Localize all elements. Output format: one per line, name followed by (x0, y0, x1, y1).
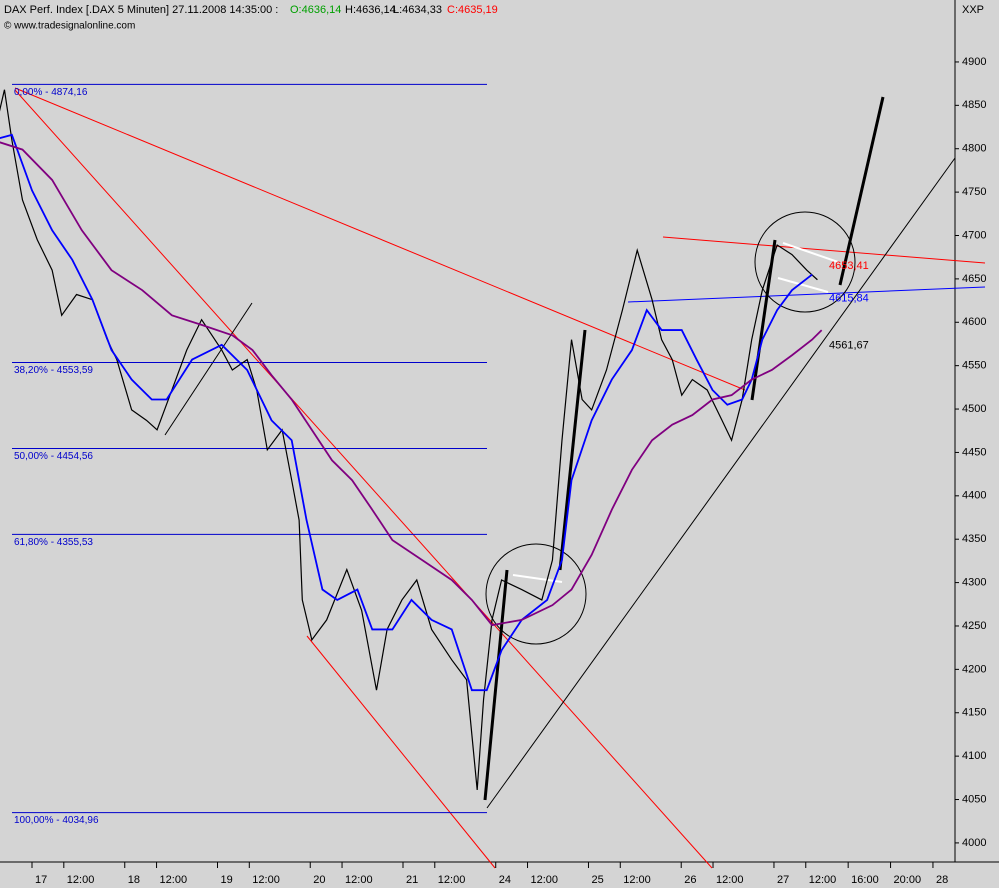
y-tick-label: 4600 (962, 316, 986, 328)
y-tick-label: 4700 (962, 229, 986, 241)
y-tick-label: 4300 (962, 576, 986, 588)
y-tick-label: 4500 (962, 403, 986, 415)
header-low: L:4634,33 (393, 4, 442, 16)
y-tick-label: 4550 (962, 360, 986, 372)
x-tick-label: 26 (684, 874, 696, 886)
y-tick-label: 4150 (962, 707, 986, 719)
trend-line (486, 157, 956, 809)
x-tick-label: 17 (35, 874, 47, 886)
price-label: 4653,41 (829, 260, 869, 272)
x-tick-label: 12:00 (252, 874, 280, 886)
x-tick-label: 12:00 (67, 874, 95, 886)
x-tick-label: 18 (128, 874, 140, 886)
y-tick-label: 4750 (962, 186, 986, 198)
x-tick-label: 25 (591, 874, 603, 886)
price-line (0, 133, 813, 692)
x-tick-label: 12:00 (531, 874, 559, 886)
projection (483, 569, 509, 801)
y-tick-label: 4850 (962, 99, 986, 111)
x-tick-label: 12:00 (716, 874, 744, 886)
highlight-circle (754, 211, 856, 313)
price-line (0, 141, 823, 627)
x-tick-label: 27 (777, 874, 789, 886)
y-tick-label: 4200 (962, 663, 986, 675)
y-tick-label: 4250 (962, 620, 986, 632)
projection (838, 96, 885, 286)
x-tick-label: 12:00 (345, 874, 373, 886)
x-tick-label: 24 (499, 874, 511, 886)
price-line (0, 89, 818, 791)
fib-label: 50,00% - 4454,56 (14, 451, 93, 462)
x-tick-label: 12:00 (160, 874, 188, 886)
y-tick-label: 4650 (962, 273, 986, 285)
header-high: H:4636,14 (345, 4, 396, 16)
trend-line (627, 286, 986, 303)
x-tick-label: 12:00 (809, 874, 837, 886)
axis-label: XXP (962, 4, 984, 16)
trend-line (14, 87, 746, 391)
y-tick-label: 4050 (962, 793, 986, 805)
header-open: O:4636,14 (290, 4, 341, 16)
x-tick-label: 20 (313, 874, 325, 886)
header-symbol: DAX Perf. Index [.DAX 5 Minuten] 27.11.2… (4, 4, 278, 16)
y-tick-label: 4800 (962, 143, 986, 155)
x-tick-label: 12:00 (438, 874, 466, 886)
highlight-circle (485, 543, 587, 645)
y-tick-label: 4000 (962, 837, 986, 849)
trend-line (662, 236, 986, 264)
price-label: 4561,67 (829, 339, 869, 351)
trend-line (306, 635, 496, 869)
flag-line (777, 277, 829, 293)
source: © www.tradesignalonline.com (4, 21, 135, 32)
y-tick-label: 4100 (962, 750, 986, 762)
y-tick-label: 4450 (962, 446, 986, 458)
projection (750, 239, 777, 401)
x-tick-label: 28 (936, 874, 948, 886)
x-tick-label: 21 (406, 874, 418, 886)
x-tick-label: 16:00 (851, 874, 879, 886)
price-label: 4615,84 (829, 292, 869, 304)
x-tick-label: 19 (220, 874, 232, 886)
x-tick-label: 20:00 (894, 874, 922, 886)
header-close: C:4635,19 (447, 4, 498, 16)
fib-label: 38,20% - 4553,59 (14, 365, 93, 376)
y-tick-label: 4350 (962, 533, 986, 545)
x-tick-label: 12:00 (623, 874, 651, 886)
trend-line (164, 302, 253, 436)
y-tick-label: 4400 (962, 490, 986, 502)
y-tick-label: 4900 (962, 56, 986, 68)
fib-label: 61,80% - 4355,53 (14, 537, 93, 548)
trend-line (14, 89, 713, 869)
projection (558, 329, 587, 571)
fib-label: 100,00% - 4034,96 (14, 815, 99, 826)
flag-line (782, 242, 839, 263)
fib-label: 0,00% - 4874,16 (14, 87, 88, 98)
